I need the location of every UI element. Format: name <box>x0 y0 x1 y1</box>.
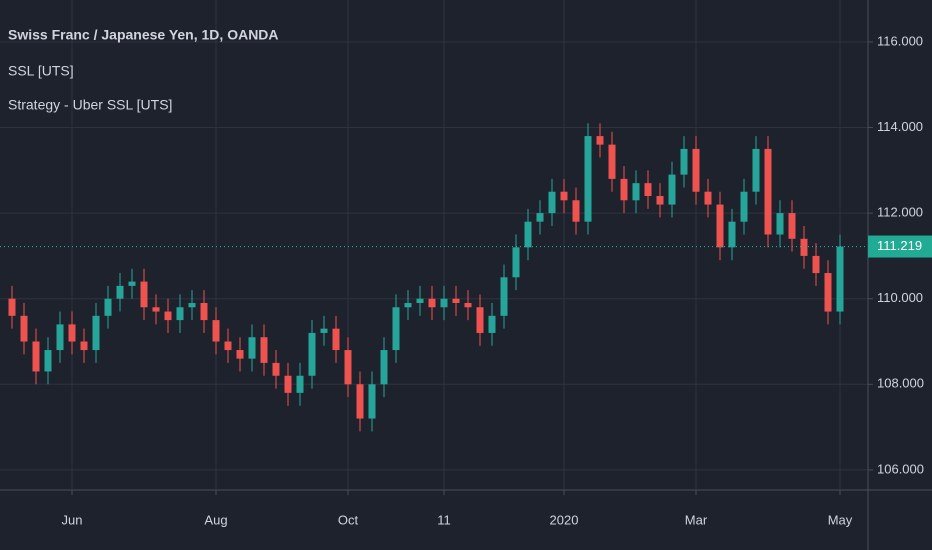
candle-body <box>104 298 112 316</box>
candle-body <box>500 277 508 316</box>
candle-body <box>572 200 580 222</box>
candle-body <box>380 350 388 385</box>
y-tick-label: 106.000 <box>877 461 924 476</box>
candle-body <box>812 255 820 274</box>
candle-body <box>740 191 748 222</box>
x-tick-label: 11 <box>437 512 451 527</box>
candle-body <box>236 350 244 359</box>
candle-body <box>728 221 736 248</box>
candle-body <box>440 298 448 308</box>
candle-body <box>248 337 256 359</box>
candle-body <box>512 247 520 278</box>
candle-body <box>92 315 100 351</box>
candle-body <box>632 183 640 201</box>
candle-body <box>584 136 592 222</box>
candle-body <box>56 324 64 351</box>
candle-body <box>752 148 760 192</box>
candle-body <box>200 302 208 321</box>
candle-body <box>212 320 220 342</box>
y-tick-label: 114.000 <box>877 119 923 134</box>
candle-body <box>824 273 832 312</box>
candle-body <box>692 148 700 192</box>
x-tick-label: 2020 <box>550 512 579 527</box>
candle-body <box>680 148 688 175</box>
candle-body <box>668 174 676 205</box>
candle-body <box>404 302 412 308</box>
candle-body <box>224 341 232 351</box>
candle-body <box>476 307 484 333</box>
indicator-label[interactable]: SSL [UTS] <box>8 63 74 79</box>
candle-body <box>44 350 52 372</box>
candle-body <box>836 246 844 312</box>
y-tick-label: 110.000 <box>877 290 923 305</box>
candle-body <box>176 307 184 321</box>
chart-title: Swiss Franc / Japanese Yen, 1D, OANDA <box>8 27 279 43</box>
candle-body <box>188 302 196 308</box>
candle-body <box>644 183 652 196</box>
candle-body <box>8 298 16 316</box>
candle-body <box>524 221 532 248</box>
candle-body <box>416 298 424 303</box>
candle-body <box>548 191 556 214</box>
candle-body <box>428 298 436 308</box>
candle-body <box>464 302 472 308</box>
candle-body <box>296 375 304 393</box>
candle-body <box>260 337 268 363</box>
candle-body <box>344 350 352 385</box>
candle-body <box>788 213 796 239</box>
candle-body <box>716 204 724 248</box>
last-price-label: 111.219 <box>877 238 922 253</box>
candle-body <box>608 144 616 179</box>
x-tick-label: Aug <box>204 512 227 527</box>
candle-body <box>656 196 664 205</box>
candle-body <box>320 328 328 333</box>
candle-body <box>560 191 568 201</box>
x-tick-label: Mar <box>685 512 708 527</box>
y-tick-label: 116.000 <box>877 33 923 48</box>
candle-body <box>596 136 604 145</box>
candle-body <box>764 148 772 235</box>
candle-body <box>68 324 76 342</box>
candle-body <box>308 332 316 376</box>
candle-body <box>152 307 160 312</box>
candle-body <box>704 191 712 205</box>
candle-body <box>116 285 124 299</box>
x-tick-label: Oct <box>338 512 359 527</box>
candle-body <box>272 362 280 376</box>
candle-body <box>164 311 172 321</box>
candle-body <box>140 281 148 308</box>
candle-body <box>80 341 88 351</box>
candle-body <box>20 315 28 342</box>
candle-body <box>536 213 544 222</box>
candle-body <box>356 384 364 419</box>
y-tick-label: 112.000 <box>877 205 923 220</box>
candle-body <box>452 298 460 303</box>
candle-body <box>488 315 496 333</box>
candle-body <box>620 178 628 201</box>
candle-body <box>800 238 808 256</box>
candle-body <box>128 281 136 286</box>
candle-body <box>32 341 40 372</box>
candle-body <box>332 328 340 351</box>
candle-body <box>776 213 784 235</box>
last-price-box <box>868 235 932 258</box>
x-tick-label: May <box>828 512 853 527</box>
candle-body <box>368 384 376 419</box>
indicator-label[interactable]: Strategy - Uber SSL [UTS] <box>8 97 172 113</box>
x-tick-label: Jun <box>62 512 83 527</box>
y-tick-label: 108.000 <box>877 376 924 391</box>
candle-body <box>284 375 292 393</box>
candle-body <box>392 307 400 351</box>
